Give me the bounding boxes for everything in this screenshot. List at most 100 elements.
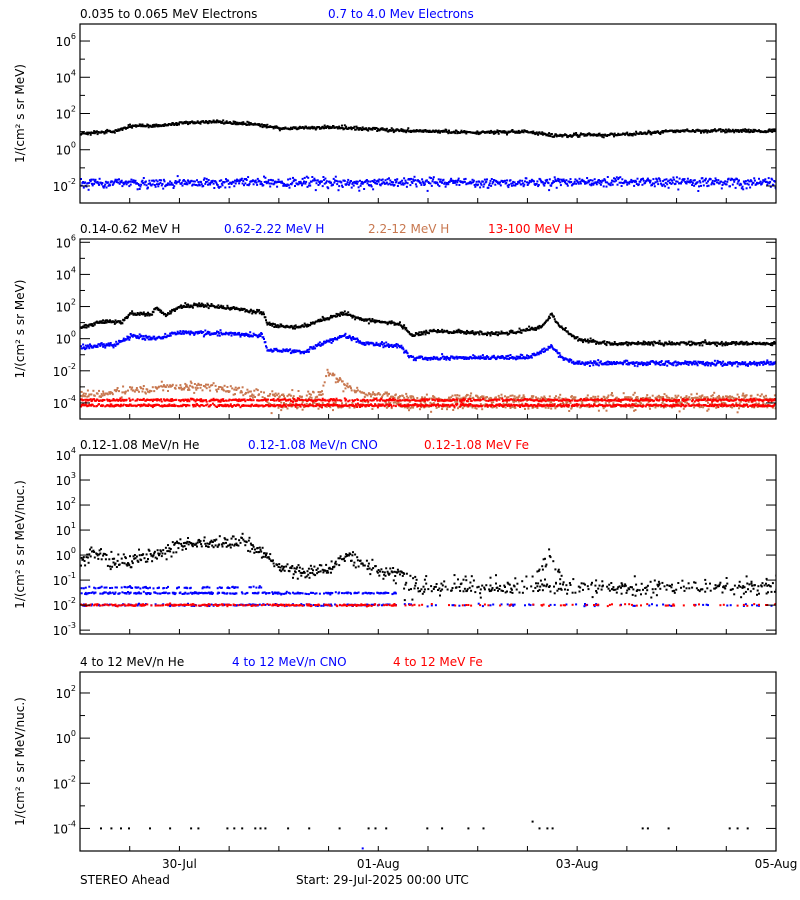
data-point bbox=[280, 401, 283, 404]
data-point bbox=[169, 334, 172, 337]
data-point bbox=[668, 340, 671, 343]
data-point bbox=[449, 179, 452, 182]
data-point bbox=[405, 395, 408, 398]
data-point bbox=[693, 179, 696, 182]
data-point bbox=[109, 392, 111, 395]
data-point bbox=[660, 361, 662, 364]
data-point bbox=[713, 129, 716, 132]
data-point bbox=[141, 390, 144, 393]
data-point bbox=[592, 338, 595, 341]
data-point bbox=[303, 352, 305, 355]
data-point bbox=[228, 390, 231, 393]
data-point bbox=[629, 396, 632, 399]
data-point bbox=[231, 122, 234, 125]
data-point bbox=[738, 184, 741, 187]
data-point bbox=[204, 329, 207, 332]
data-point bbox=[351, 182, 354, 185]
data-point bbox=[199, 303, 202, 306]
data-point bbox=[335, 312, 338, 315]
data-point bbox=[176, 175, 179, 178]
data-point bbox=[230, 334, 233, 337]
data-point bbox=[483, 178, 486, 181]
data-point bbox=[543, 184, 546, 187]
data-point bbox=[634, 133, 637, 136]
data-point bbox=[191, 306, 194, 309]
data-point bbox=[755, 343, 758, 346]
data-point bbox=[546, 178, 549, 181]
data-point bbox=[674, 131, 677, 134]
data-point bbox=[528, 325, 531, 328]
data-point bbox=[428, 357, 431, 359]
data-point bbox=[453, 131, 456, 133]
data-point bbox=[265, 345, 267, 348]
data-point bbox=[147, 182, 150, 185]
data-point bbox=[532, 130, 535, 133]
data-point bbox=[305, 125, 308, 128]
data-point bbox=[211, 181, 214, 184]
data-point bbox=[747, 128, 750, 131]
data-point bbox=[461, 407, 464, 410]
data-point bbox=[525, 177, 528, 180]
data-point bbox=[420, 183, 423, 186]
data-point bbox=[270, 349, 273, 352]
data-point bbox=[301, 184, 303, 187]
data-point bbox=[124, 126, 127, 129]
data-point bbox=[341, 402, 343, 405]
data-point bbox=[689, 181, 691, 184]
data-point bbox=[84, 323, 87, 326]
data-point bbox=[483, 357, 486, 360]
data-point bbox=[318, 126, 321, 129]
data-point bbox=[771, 363, 774, 366]
data-point bbox=[581, 402, 584, 405]
data-point bbox=[140, 387, 143, 390]
data-point bbox=[762, 395, 765, 398]
data-point bbox=[625, 341, 628, 344]
data-point bbox=[90, 393, 93, 396]
data-point bbox=[755, 183, 758, 186]
data-point bbox=[562, 178, 565, 181]
data-point bbox=[700, 361, 703, 364]
data-point bbox=[354, 337, 357, 340]
data-point bbox=[388, 182, 391, 185]
data-point bbox=[333, 373, 336, 376]
data-point bbox=[202, 178, 205, 181]
data-point bbox=[408, 331, 410, 334]
data-point bbox=[94, 178, 97, 181]
data-point bbox=[111, 183, 114, 186]
data-point bbox=[486, 334, 488, 337]
data-point bbox=[722, 395, 725, 398]
data-point bbox=[272, 323, 275, 326]
data-point bbox=[583, 180, 586, 183]
data-point bbox=[184, 180, 187, 183]
data-point bbox=[521, 182, 524, 185]
data-point bbox=[570, 358, 573, 361]
data-point bbox=[524, 329, 527, 332]
data-point bbox=[715, 344, 718, 347]
data-point bbox=[135, 388, 138, 391]
data-point bbox=[204, 121, 207, 124]
data-point bbox=[459, 131, 462, 134]
data-point bbox=[393, 323, 396, 326]
data-point bbox=[671, 363, 673, 366]
data-point bbox=[166, 313, 169, 316]
data-point bbox=[403, 129, 406, 132]
data-point bbox=[180, 307, 183, 309]
data-point bbox=[751, 183, 754, 186]
data-point bbox=[346, 181, 349, 184]
data-point bbox=[372, 181, 375, 183]
data-point bbox=[367, 322, 370, 325]
data-point bbox=[440, 357, 443, 360]
y-tick-label: 106 bbox=[56, 32, 76, 49]
data-point bbox=[520, 397, 523, 400]
data-point bbox=[184, 382, 187, 385]
data-point bbox=[207, 307, 210, 310]
data-point bbox=[298, 350, 301, 353]
data-point bbox=[577, 362, 580, 365]
data-point bbox=[199, 386, 202, 389]
data-point bbox=[447, 132, 450, 135]
data-point bbox=[670, 343, 673, 346]
data-point bbox=[383, 393, 386, 396]
data-point bbox=[158, 385, 160, 388]
data-point bbox=[747, 183, 750, 186]
data-point bbox=[537, 353, 540, 356]
